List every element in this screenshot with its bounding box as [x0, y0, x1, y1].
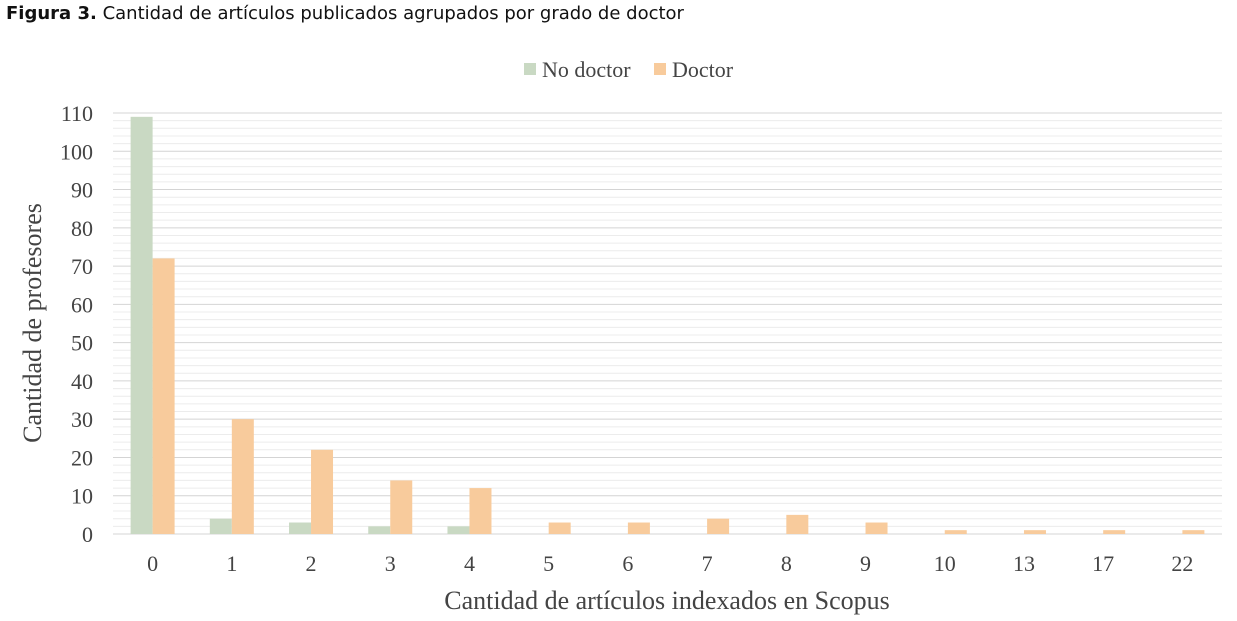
x-tick-label: 3	[385, 551, 396, 576]
x-tick-label: 1	[226, 551, 237, 576]
y-tick-label: 30	[71, 407, 93, 432]
y-axis-label: Cantidad de profesores	[18, 203, 47, 443]
x-tick-label: 17	[1092, 551, 1114, 576]
legend-label: No doctor	[542, 57, 631, 82]
bars	[130, 116, 1205, 534]
y-tick-label: 70	[71, 254, 93, 279]
figure-caption-text: Cantidad de artículos publicados agrupad…	[102, 3, 684, 24]
x-tick-label: 2	[306, 551, 317, 576]
bar-doctor	[231, 419, 254, 534]
x-tick-labels: 0 1 2 3 4 5 6 7 8 9 10 13 17 22	[147, 551, 1193, 576]
bar-no-doctor	[368, 526, 391, 534]
gridlines	[113, 112, 1222, 535]
legend-swatch	[524, 63, 536, 75]
bar-doctor	[390, 480, 413, 534]
bar-doctor	[1182, 530, 1205, 534]
y-tick-label: 10	[71, 484, 93, 509]
y-tick-label: 40	[71, 369, 93, 394]
x-tick-label: 4	[464, 551, 475, 576]
legend-swatch	[654, 63, 666, 75]
bar-doctor	[548, 522, 571, 534]
y-tick-label: 20	[71, 445, 93, 470]
bar-doctor	[707, 518, 730, 534]
y-tick-label: 90	[71, 178, 93, 203]
bar-doctor	[944, 530, 967, 534]
bar-no-doctor	[447, 526, 470, 534]
legend: No doctor Doctor	[524, 57, 734, 82]
y-tick-label: 60	[71, 292, 93, 317]
x-tick-label: 5	[543, 551, 554, 576]
y-tick-label: 80	[71, 216, 93, 241]
bar-doctor	[1023, 530, 1046, 534]
x-tick-label: 10	[934, 551, 956, 576]
y-tick-labels: 0 10 20 30 40 50 60 70 80 90 100 110	[60, 101, 93, 547]
x-tick-label: 0	[147, 551, 158, 576]
bar-doctor	[152, 258, 175, 534]
bar-doctor	[311, 449, 334, 534]
bar-doctor	[786, 514, 809, 534]
y-tick-label: 110	[61, 101, 93, 126]
x-axis-label: Cantidad de artículos indexados en Scopu…	[444, 586, 890, 615]
bar-doctor	[627, 522, 650, 534]
bar-doctor	[469, 488, 492, 534]
x-tick-label: 8	[781, 551, 792, 576]
x-tick-label: 7	[702, 551, 713, 576]
figure-label: Figura 3.	[6, 3, 97, 24]
y-tick-label: 0	[82, 522, 93, 547]
bar-no-doctor	[209, 518, 232, 534]
x-tick-label: 9	[860, 551, 871, 576]
y-tick-label: 100	[60, 139, 93, 164]
bar-doctor	[1103, 530, 1126, 534]
x-tick-label: 22	[1171, 551, 1193, 576]
x-tick-label: 6	[622, 551, 633, 576]
bar-no-doctor	[289, 522, 312, 534]
figure-caption: Figura 3. Cantidad de artículos publicad…	[6, 3, 684, 24]
bar-no-doctor	[130, 116, 153, 534]
legend-label: Doctor	[672, 57, 734, 82]
x-tick-label: 13	[1013, 551, 1035, 576]
y-tick-label: 50	[71, 331, 93, 356]
bar-doctor	[865, 522, 888, 534]
